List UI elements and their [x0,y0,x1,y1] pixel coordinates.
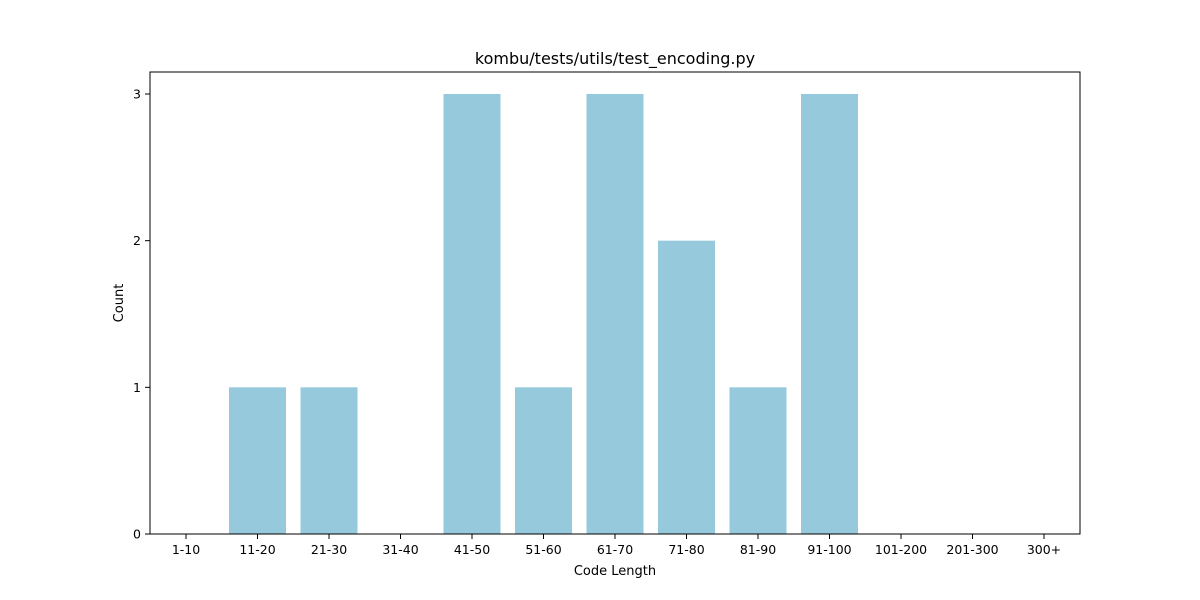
bar-81-90 [729,387,787,534]
y-tick-label: 2 [133,233,141,248]
x-axis-label: Code Length [574,564,656,579]
x-tick-label: 91-100 [807,542,851,557]
x-tick-label: 21-30 [311,542,347,557]
bar-91-100 [801,94,858,534]
x-tick-label: 11-20 [239,542,275,557]
x-tick-label: 71-80 [668,542,704,557]
x-tick-label: 81-90 [740,542,776,557]
y-tick-label: 3 [133,87,141,102]
y-axis-ticks: 0 1 2 3 [133,87,150,542]
x-tick-label: 101-200 [875,542,927,557]
x-tick-label: 1-10 [172,542,200,557]
x-tick-label: 31-40 [382,542,418,557]
x-tick-label: 61-70 [597,542,633,557]
bar-51-60 [515,387,572,534]
bar-21-30 [300,387,358,534]
x-tick-label: 300+ [1027,542,1061,557]
bar-11-20 [229,387,286,534]
x-axis-ticks: 1-10 11-20 21-30 31-40 41-50 51-60 61-70 71-80 8… [172,534,1061,557]
bar-61-70 [586,94,644,534]
x-tick-label: 201-300 [946,542,998,557]
x-tick-label: 41-50 [454,542,490,557]
chart-title: kombu/tests/utils/test_encoding.py [475,49,755,69]
x-tick-label: 51-60 [525,542,561,557]
y-tick-label: 1 [133,380,141,395]
bar-71-80 [658,240,715,534]
bar-41-50 [443,94,501,534]
bars-layer [229,94,858,534]
y-tick-label: 0 [133,527,141,542]
plot-frame [149,71,1081,535]
y-axis-label: Count [112,284,127,323]
